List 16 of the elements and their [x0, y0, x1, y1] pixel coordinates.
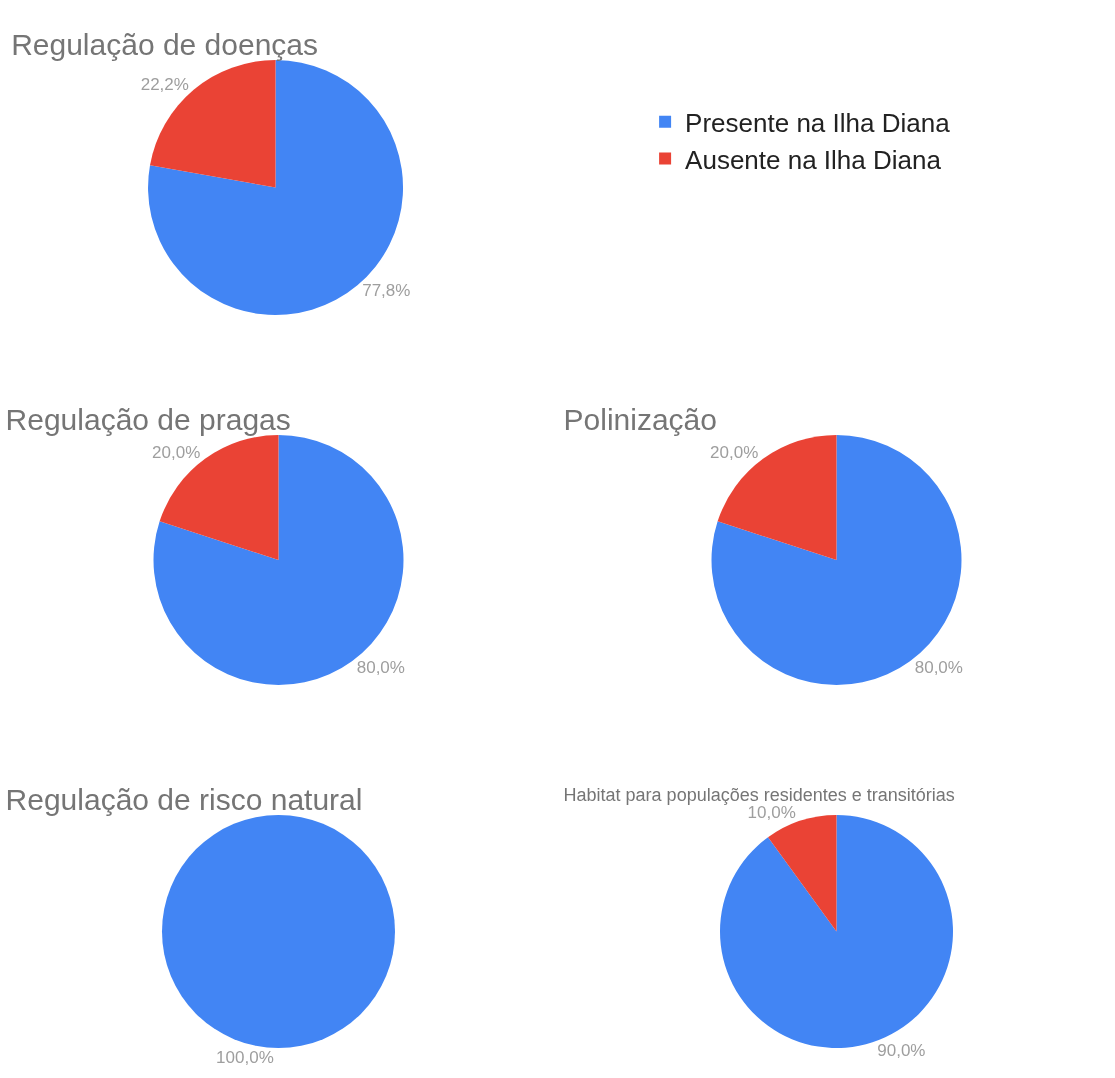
data-label: 22,2%: [140, 74, 189, 94]
pie-slice: [711, 435, 962, 685]
data-label: 80,0%: [914, 657, 963, 677]
data-label: 80,0%: [356, 657, 405, 677]
data-label: 90,0%: [877, 1041, 926, 1061]
data-label: 20,0%: [710, 443, 759, 463]
legend-label: Ausente na Ilha Diana: [685, 144, 942, 175]
data-label: 77,8%: [362, 281, 411, 301]
legend-label: Presente na Ilha Diana: [685, 107, 951, 138]
chart-title: Regulação de doenças: [11, 27, 319, 61]
pie-slice: [153, 435, 404, 685]
chart-title: Regulação de pragas: [5, 402, 291, 436]
data-label: 20,0%: [152, 443, 201, 463]
chart-title: Polinização: [563, 402, 718, 436]
data-label: 100,0%: [216, 1048, 274, 1067]
chart-title: Regulação de risco natural: [5, 782, 363, 816]
